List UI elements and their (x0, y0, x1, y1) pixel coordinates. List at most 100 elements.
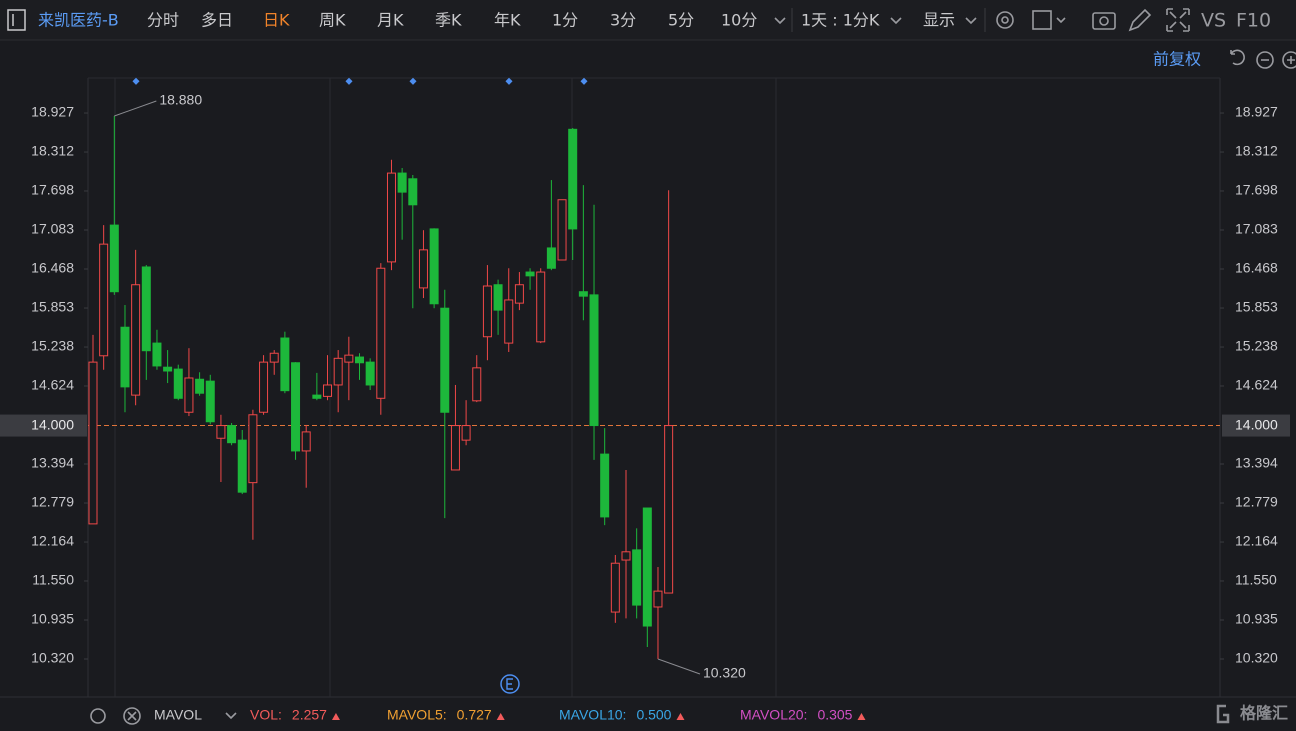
y-tick-label: 16.468 (1235, 260, 1278, 276)
indicator-close[interactable] (123, 707, 141, 725)
y-tick-label: 10.320 (31, 650, 74, 666)
candle-body (248, 414, 258, 484)
tab[interactable]: 1分 (552, 11, 578, 30)
zoom-out-icon[interactable] (1256, 51, 1274, 69)
tab[interactable]: 日K (263, 11, 290, 30)
toolbar (0, 0, 1296, 40)
event-markers (132, 77, 588, 85)
settings-icon-center (1001, 16, 1009, 24)
annotation-label: 18.880 (159, 92, 202, 108)
reset-icon[interactable] (1230, 49, 1245, 66)
candle-body (88, 361, 98, 525)
candle-body (205, 380, 215, 423)
y-tick-label: 12.779 (1235, 494, 1278, 510)
event-marker[interactable] (132, 77, 140, 85)
event-marker[interactable] (580, 77, 588, 85)
candle-body (269, 352, 279, 363)
y-tick-label: 15.853 (1235, 299, 1278, 315)
plot: 18.927 18.927 18.312 18.312 17.698 17.698 17.0… (0, 92, 1290, 681)
candle-body (429, 228, 439, 305)
candle-body (280, 337, 290, 392)
tab[interactable]: 季K (435, 11, 462, 30)
event-icon[interactable] (500, 674, 520, 694)
display-menu[interactable]: 显示 (923, 11, 955, 30)
y-tick-label: 13.394 (1235, 455, 1278, 471)
candle-body (291, 362, 301, 452)
candle-body (323, 384, 333, 397)
trend-arrow (676, 713, 685, 720)
tab[interactable]: 10分 (721, 11, 757, 30)
camera-icon[interactable] (1092, 12, 1116, 30)
candle-body (546, 247, 556, 269)
adjust-button[interactable]: 前复权 (1153, 50, 1201, 69)
tab[interactable]: 多日 (201, 11, 233, 30)
candle-body (408, 178, 418, 206)
settings-icon[interactable] (996, 11, 1014, 29)
candle-body (418, 249, 428, 289)
fullscreen-icon[interactable] (1166, 8, 1190, 32)
price-label: 14.000 (1235, 416, 1278, 432)
indicator-legend: VOL: 2.257 MAVOL5: 0.727 MAVOL10: 0.500 MAVOL2… (250, 707, 866, 723)
zoom-in-plus (1287, 56, 1295, 64)
chevron[interactable] (965, 17, 977, 25)
layout-icon[interactable] (1032, 10, 1052, 30)
annotation-leader (657, 658, 701, 675)
candle-body (536, 271, 546, 343)
zoom-in-icon[interactable] (1282, 51, 1296, 69)
chevron[interactable] (225, 712, 237, 720)
candle-body (525, 271, 535, 277)
y-tick-label: 10.935 (31, 611, 74, 627)
candle-body (397, 172, 407, 193)
event-marker[interactable] (345, 77, 353, 85)
candle-body (653, 590, 663, 608)
indicator-name[interactable]: MAVOL (154, 707, 202, 723)
interval-select[interactable]: 1天 : 1分K (801, 11, 880, 30)
tab[interactable]: 分时 (147, 11, 179, 30)
price-label-box (1222, 414, 1290, 437)
watermark: 格隆汇 (1240, 704, 1288, 723)
candle-body (109, 224, 119, 293)
tab[interactable]: 周K (319, 11, 346, 30)
candle-body (610, 562, 620, 613)
candle-body (450, 425, 460, 471)
y-tick-label: 14.624 (1235, 377, 1278, 393)
y-tick-label: 17.083 (31, 221, 74, 237)
candle-body (120, 326, 130, 388)
tab[interactable]: 3分 (610, 11, 636, 30)
y-tick-label: 11.550 (32, 572, 74, 588)
candle-body (355, 356, 364, 364)
tab[interactable]: 月K (377, 11, 404, 30)
candle-body (184, 377, 194, 413)
candle-body (99, 243, 109, 357)
candle-body (141, 266, 151, 352)
indicator-settings[interactable] (90, 708, 106, 724)
candle-body (301, 431, 311, 452)
event-marker[interactable] (409, 77, 417, 85)
vs-button[interactable]: VS (1201, 10, 1226, 32)
chevron[interactable] (1056, 17, 1066, 24)
y-tick-label: 14.624 (31, 377, 74, 393)
candle-body (642, 507, 652, 627)
legend-name: MAVOL20: (740, 707, 807, 723)
y-tick-label: 12.164 (1235, 533, 1278, 549)
candle-body (195, 378, 205, 394)
indicator-close-x (127, 711, 137, 721)
chevron[interactable] (890, 17, 902, 25)
annotation-label: 10.320 (703, 665, 746, 681)
stock-name[interactable]: 来凯医药-B (38, 11, 119, 30)
annotation-leader (114, 100, 157, 117)
y-tick-label: 17.698 (31, 182, 74, 198)
candle-body (152, 342, 162, 367)
tab[interactable]: 5分 (668, 11, 694, 30)
event-marker[interactable] (505, 77, 513, 85)
tab[interactable]: 年K (494, 11, 521, 30)
f10-button[interactable]: F10 (1236, 10, 1271, 32)
y-tick-label: 17.083 (1235, 221, 1278, 237)
y-tick-label: 15.238 (31, 338, 74, 354)
y-tick-label: 18.312 (31, 143, 74, 159)
draw-icon[interactable] (1128, 8, 1152, 32)
sidebar-toggle[interactable] (7, 9, 26, 31)
candle-body (227, 425, 237, 444)
candle-body (376, 267, 386, 399)
chevron[interactable] (774, 17, 786, 25)
